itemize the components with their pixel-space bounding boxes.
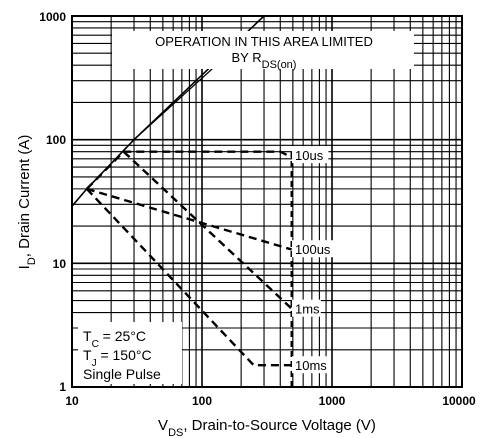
annotation-line-1: OPERATION IN THIS AREA LIMITED [155,34,373,49]
y-axis-label: ID, Drain Current (A) [16,135,38,270]
x-tick-label-1000: 1000 [319,394,346,408]
condition-pulse: Single Pulse [83,366,161,382]
x-tick-label-10000: 10000 [442,394,476,408]
series-label-bg [292,146,329,164]
condition-tj: TJ = 150°C [83,347,152,369]
x-tick-label-100: 100 [192,394,212,408]
y-tick-label-1000: 1000 [39,10,66,24]
series-label-10ms: 10ms [295,358,327,373]
series-label-1ms: 1ms [295,302,320,317]
plot-frame [71,15,463,388]
x-tick-label-10: 10 [65,394,79,408]
series-10us-line [85,150,293,190]
y-tick-label-100: 100 [46,133,66,147]
data-layer: 10us 100us 1ms 10ms [71,15,336,387]
series-label-100us: 100us [295,242,331,257]
conditions-box [78,322,182,384]
annotation-box [112,31,414,69]
annotation-line-2: BY RDS(on) [232,50,297,71]
x-axis-label: VDS, Drain-to-Source Voltage (V) [158,417,376,438]
y-tick-label-1: 1 [59,380,66,394]
series-100us-line [86,187,292,251]
series-label-bg [292,299,321,317]
series-label-bg [292,356,329,374]
series-10ms-line [85,188,292,367]
series-label-bg [292,240,336,258]
rds-on-limit-line [71,15,265,207]
y-tick-label-10: 10 [53,257,67,271]
annotation-leader-line [133,59,223,141]
series-label-10us: 10us [295,148,324,163]
condition-tc: TC = 25°C [83,328,146,350]
